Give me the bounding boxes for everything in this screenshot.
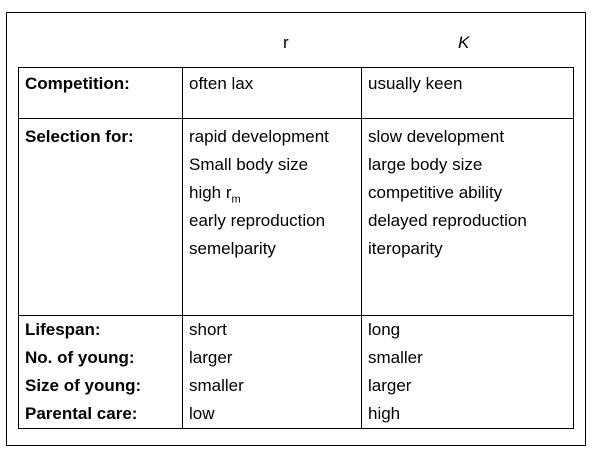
row-label-cell: Competition: <box>18 67 183 119</box>
row-label-cell: Selection for: <box>18 118 183 316</box>
k-cell: slow development large body size competi… <box>361 118 574 316</box>
r-value: high r <box>189 183 232 202</box>
table-row: Competition: often lax usually keen <box>18 67 574 119</box>
row-label: Selection for: <box>25 127 134 146</box>
row-label: Lifespan: <box>25 320 101 339</box>
table-row: Lifespan: No. of young: Size of young: P… <box>18 315 574 429</box>
row-label: Competition: <box>25 74 130 93</box>
row-label: Size of young: <box>25 376 142 395</box>
row-label: No. of young: <box>25 348 135 367</box>
r-value: larger <box>189 348 233 367</box>
r-value: low <box>189 404 215 423</box>
row-label-cell: Lifespan: No. of young: Size of young: P… <box>18 315 183 429</box>
subscript-m: m <box>231 193 241 206</box>
k-value: large body size <box>368 155 483 174</box>
r-value: Small body size <box>189 155 309 174</box>
row-label: Parental care: <box>25 404 138 423</box>
r-value: semelparity <box>189 239 276 258</box>
document-frame <box>6 12 586 446</box>
k-value: slow development <box>368 127 505 146</box>
k-value: delayed reproduction <box>368 211 527 230</box>
r-value: short <box>189 320 227 339</box>
k-value: usually keen <box>368 74 463 93</box>
column-header-k: K <box>458 33 470 52</box>
r-cell: short larger smaller low <box>182 315 362 429</box>
column-header-r: r <box>283 33 289 52</box>
k-value: iteroparity <box>368 239 443 258</box>
k-value: smaller <box>368 348 423 367</box>
k-value: competitive ability <box>368 183 503 202</box>
r-value: rapid development <box>189 127 329 146</box>
r-k-selection-table: Competition: often lax usually keen Sele… <box>18 67 574 429</box>
r-cell: rapid development Small body size high r… <box>182 118 362 316</box>
r-value: early reproduction <box>189 211 326 230</box>
k-value: larger <box>368 376 412 395</box>
r-value: often lax <box>189 74 254 93</box>
k-cell: long smaller larger high <box>361 315 574 429</box>
r-value-rm: high rm <box>189 179 355 207</box>
k-cell: usually keen <box>361 67 574 119</box>
r-cell: often lax <box>182 67 362 119</box>
k-value: long <box>368 320 401 339</box>
r-value: smaller <box>189 376 244 395</box>
k-value: high <box>368 404 401 423</box>
table-row: Selection for: rapid development Small b… <box>18 118 574 316</box>
